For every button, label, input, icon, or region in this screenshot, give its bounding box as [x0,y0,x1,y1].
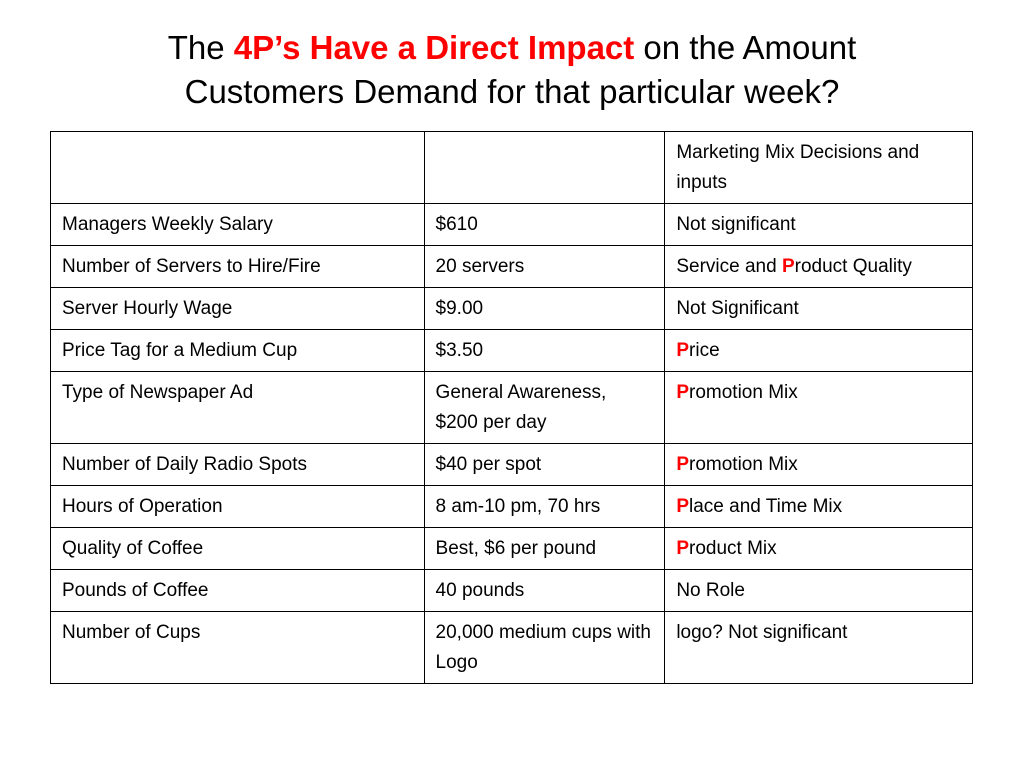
table-row: Managers Weekly Salary $610 Not signific… [50,203,973,246]
mix-cell: Price [664,329,973,372]
mix-text: Not Significant [676,298,799,319]
input-cell: Managers Weekly Salary [50,203,425,246]
mix-text: romotion Mix [689,454,798,475]
table-row: Pounds of Coffee 40 pounds No Role [50,569,973,612]
mix-text: romotion Mix [689,382,798,403]
table-row: Hours of Operation 8 am-10 pm, 70 hrs Pl… [50,485,973,528]
table-row: Price Tag for a Medium Cup $3.50 Price [50,329,973,372]
mix-cell: Service and Product Quality [664,245,973,288]
title-highlight: 4P’s Have a Direct Impact [233,29,635,66]
input-cell: Number of Cups [50,611,425,684]
value-cell: 20,000 medium cups with Logo [423,611,666,684]
value-cell: $610 [423,203,666,246]
input-cell: Price Tag for a Medium Cup [50,329,425,372]
slide-title: The 4P’s Have a Direct Impact on the Amo… [40,26,984,114]
mix-text: No Role [676,580,745,601]
value-cell: 8 am-10 pm, 70 hrs [423,485,666,528]
mix-text: lace and Time Mix [689,496,843,517]
input-cell: Hours of Operation [50,485,425,528]
table-row: Number of Daily Radio Spots $40 per spot… [50,443,973,486]
mix-text: Not significant [676,214,796,235]
value-cell: $9.00 [423,287,666,330]
value-cell: $40 per spot [423,443,666,486]
mix-cell: Promotion Mix [664,371,973,444]
value-cell: 40 pounds [423,569,666,612]
mix-text: roduct Quality [794,256,912,277]
title-suffix: on the Amount [634,29,857,66]
input-cell: Number of Daily Radio Spots [50,443,425,486]
p-letter: P [676,382,690,403]
value-cell: 20 servers [423,245,666,288]
marketing-mix-table: Marketing Mix Decisions and inputs Manag… [50,131,973,684]
value-cell: General Awareness, $200 per day [423,371,666,444]
table-row: Server Hourly Wage $9.00 Not Significant [50,287,973,330]
input-cell: Pounds of Coffee [50,569,425,612]
table-header-row: Marketing Mix Decisions and inputs [50,131,973,204]
input-cell: Type of Newspaper Ad [50,371,425,444]
p-letter: P [676,496,690,517]
header-cell-3: Marketing Mix Decisions and inputs [664,131,973,204]
title-line2: Customers Demand for that particular wee… [184,73,840,110]
mix-cell: logo? Not significant [664,611,973,684]
input-cell: Number of Servers to Hire/Fire [50,245,425,288]
value-cell: Best, $6 per pound [423,527,666,570]
mix-cell: No Role [664,569,973,612]
header-cell-1 [50,131,425,204]
table-row: Type of Newspaper Ad General Awareness, … [50,371,973,444]
mix-cell: Product Mix [664,527,973,570]
mix-text: logo? Not significant [676,622,848,643]
mix-text-before: Service and [676,256,782,277]
mix-cell: Promotion Mix [664,443,973,486]
input-cell: Quality of Coffee [50,527,425,570]
table-row: Number of Cups 20,000 medium cups with L… [50,611,973,684]
mix-cell: Place and Time Mix [664,485,973,528]
mix-text: rice [689,340,720,361]
p-letter: P [676,340,690,361]
mix-text: roduct Mix [689,538,777,559]
title-prefix: The [167,29,234,66]
p-letter: P [676,538,690,559]
p-letter: P [676,454,690,475]
mix-cell: Not significant [664,203,973,246]
header-cell-2 [423,131,666,204]
p-letter: P [781,256,795,277]
table-row: Quality of Coffee Best, $6 per pound Pro… [50,527,973,570]
table-row: Number of Servers to Hire/Fire 20 server… [50,245,973,288]
input-cell: Server Hourly Wage [50,287,425,330]
value-cell: $3.50 [423,329,666,372]
mix-cell: Not Significant [664,287,973,330]
